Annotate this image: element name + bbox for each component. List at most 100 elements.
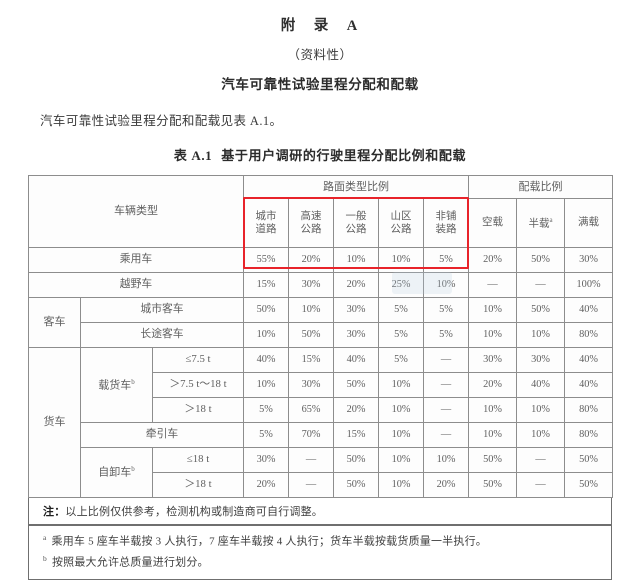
header-col-urban-road-line2: 道路 <box>255 224 277 235</box>
header-col-empty-load-label: 空载 <box>482 217 504 229</box>
cell-value: 10% <box>468 422 518 448</box>
cell-value: 10% <box>378 372 424 398</box>
cell-value: — <box>422 347 470 373</box>
cell-value: — <box>422 372 470 398</box>
cell-value: 5% <box>378 322 424 348</box>
cell-value: 10% <box>288 297 334 323</box>
cell-value: 10% <box>422 272 470 298</box>
cell-value: 15% <box>288 347 334 373</box>
header-vehicle-type: 车辆类型 <box>28 175 244 248</box>
cell-value: 15% <box>243 272 289 298</box>
cell-value: 50% <box>333 472 379 498</box>
header-col-half-load-footnote-marker: a <box>549 215 553 224</box>
group-label-truck: 货车 <box>28 347 81 498</box>
header-col-full-load: 满载 <box>564 198 614 248</box>
row-label-tractor-unit: 牵引车 <box>80 422 244 448</box>
cell-value: 10% <box>468 397 518 423</box>
footnote-item: b 按照最大允许总质量进行划分。 <box>43 552 611 573</box>
cell-value: 20% <box>422 472 470 498</box>
header-col-mountain-road: 山区 公路 <box>378 198 424 248</box>
table-body: 乘用车 55% 20% 10% 10% 5% 20% 50% 30% 越野车 1… <box>28 247 614 498</box>
footnote-text: 按照最大允许总质量进行划分。 <box>51 556 209 569</box>
footnote-list: a 乘用车 5 座车半载按 3 人执行，7 座车半载按 4 人执行；货车半载按载货… <box>29 526 611 579</box>
cell-value: 5% <box>378 297 424 323</box>
cell-value: 20% <box>333 397 379 423</box>
cell-value: 40% <box>333 347 379 373</box>
table-head: 车辆类型 路面类型比例 配载比例 城市 道路 高速 公路 <box>28 175 614 248</box>
cell-value: 50% <box>243 297 289 323</box>
table-row: 客车 城市客车 50% 10% 30% 5% 5% 10% 50% 40% <box>28 297 614 348</box>
cell-value: 20% <box>243 472 289 498</box>
table-row: 货车 载货车b ≤7.5 t 40% 15% 40% 5% — 30% 30% … <box>28 347 614 498</box>
document-page: 附 录 A （资料性） 汽车可靠性试验里程分配和配载 汽车可靠性试验里程分配和配… <box>0 14 640 580</box>
header-group-road-type: 路面类型比例 <box>242 175 470 199</box>
cell-value: 10% <box>516 422 566 448</box>
cell-value: 5% <box>422 297 470 323</box>
row-label-passenger-car: 乘用车 <box>28 247 244 273</box>
cell-value: — <box>422 422 470 448</box>
cell-value: 20% <box>333 272 379 298</box>
cell-value: 20% <box>468 372 518 398</box>
header-col-general-road-line1: 一般 <box>345 210 367 222</box>
table-caption-number: 表 A.1 <box>173 148 213 163</box>
cell-value: 100% <box>564 272 614 298</box>
row-label-weight-range: ≤7.5 t <box>152 347 244 373</box>
cell-value: 10% <box>243 322 289 348</box>
cell-value: 50% <box>564 447 614 473</box>
cell-value: 30% <box>468 347 518 373</box>
cell-value: 10% <box>243 372 289 398</box>
cell-value: 55% <box>243 247 289 273</box>
cell-value: 10% <box>516 322 566 348</box>
row-label-weight-range: ＞7.5 t～18 t <box>152 372 244 398</box>
table-row: 牵引车 5% 70% 15% 10% — 10% 10% 80% <box>29 422 614 448</box>
header-col-mountain-road-line2: 公路 <box>390 224 412 235</box>
cell-value: 30% <box>243 447 289 473</box>
cell-value: 40% <box>243 347 289 373</box>
header-col-unpaved-road-line2: 装路 <box>435 224 457 235</box>
subgroup-label-dump-truck-footnote-marker: b <box>131 465 135 474</box>
table-caption-text: 基于用户调研的行驶里程分配比例和配载 <box>221 148 467 163</box>
cell-value: 5% <box>378 347 424 373</box>
header-col-unpaved-road: 非铺 装路 <box>422 198 470 248</box>
cell-value: — <box>422 397 470 423</box>
note-text: 以上比例仅供参考，检测机构或制造商可自行调整。 <box>65 506 324 518</box>
appendix-title: 汽车可靠性试验里程分配和配载 <box>221 77 419 92</box>
row-label-offroad-vehicle: 越野车 <box>28 272 244 298</box>
subgroup-label-dump-truck: 自卸车b <box>80 447 153 498</box>
cell-value: 10% <box>468 322 518 348</box>
table-notes: 注：以上比例仅供参考，检测机构或制造商可自行调整。 a 乘用车 5 座车半载按 3… <box>28 498 612 580</box>
cell-value: 40% <box>516 372 566 398</box>
cell-value: 50% <box>516 297 566 323</box>
cell-value: 80% <box>564 397 614 423</box>
header-col-highway-line1: 高速 <box>300 210 322 222</box>
footnote-text: 乘用车 5 座车半载按 3 人执行，7 座车半载按 4 人执行；货车半载按载货质… <box>51 535 487 548</box>
cell-value: 80% <box>564 422 614 448</box>
table-caption: 表 A.1 基于用户调研的行驶里程分配比例和配载 <box>0 145 640 164</box>
cell-value: 5% <box>422 322 470 348</box>
cell-value: — <box>516 447 566 473</box>
header-col-half-load-label: 半载 <box>528 218 550 230</box>
header-group-row: 车辆类型 路面类型比例 配载比例 <box>28 175 614 248</box>
header-col-half-load: 半载a <box>516 198 566 248</box>
cell-value: — <box>288 447 334 473</box>
cell-value: 40% <box>564 372 614 398</box>
cell-value: 5% <box>243 422 289 448</box>
table-row: 长途客车 10% 50% 30% 5% 5% 10% 10% 80% <box>29 322 614 348</box>
header-col-highway-line2: 公路 <box>300 224 322 235</box>
cell-value: 10% <box>378 247 424 273</box>
cell-value: 10% <box>333 247 379 273</box>
note-row: 注：以上比例仅供参考，检测机构或制造商可自行调整。 <box>29 498 611 526</box>
table-row: 乘用车 55% 20% 10% 10% 5% 20% 50% 30% <box>28 247 614 273</box>
header-col-empty-load: 空载 <box>468 198 518 248</box>
cell-value: — <box>516 472 566 498</box>
header-col-mountain-road-line1: 山区 <box>390 210 412 222</box>
cell-value: 5% <box>243 397 289 423</box>
header-col-urban-road: 城市 道路 <box>243 198 289 248</box>
cell-value: 50% <box>564 472 614 498</box>
cell-value: 10% <box>378 397 424 423</box>
table-row: ＞18 t 5% 65% 20% 10% — 10% 10% 80% <box>29 397 614 423</box>
cell-value: 10% <box>422 447 470 473</box>
cell-value: 10% <box>468 297 518 323</box>
cell-value: 25% <box>378 272 424 298</box>
header-col-highway: 高速 公路 <box>288 198 334 248</box>
